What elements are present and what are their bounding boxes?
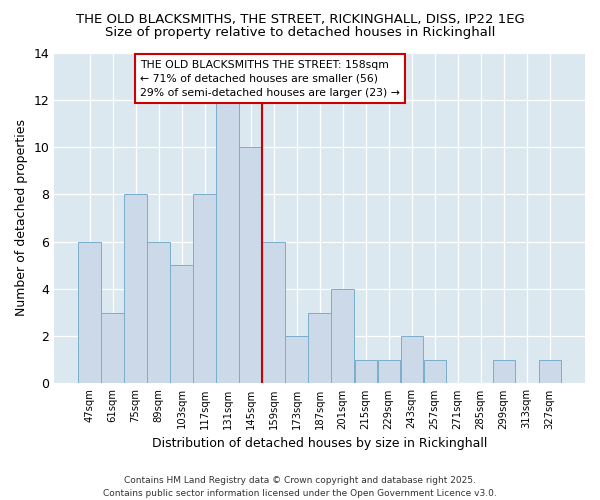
Bar	[377, 360, 400, 384]
Bar	[262, 242, 285, 384]
Bar	[101, 312, 124, 384]
Text: Contains HM Land Registry data © Crown copyright and database right 2025.
Contai: Contains HM Land Registry data © Crown c…	[103, 476, 497, 498]
Y-axis label: Number of detached properties: Number of detached properties	[15, 120, 28, 316]
Bar	[331, 289, 354, 384]
Bar	[193, 194, 216, 384]
Text: THE OLD BLACKSMITHS, THE STREET, RICKINGHALL, DISS, IP22 1EG: THE OLD BLACKSMITHS, THE STREET, RICKING…	[76, 12, 524, 26]
Bar	[124, 194, 147, 384]
Bar	[239, 147, 262, 384]
Text: Size of property relative to detached houses in Rickinghall: Size of property relative to detached ho…	[105, 26, 495, 39]
Bar	[170, 265, 193, 384]
Bar	[286, 336, 308, 384]
Bar	[401, 336, 423, 384]
Bar	[493, 360, 515, 384]
Text: THE OLD BLACKSMITHS THE STREET: 158sqm
← 71% of detached houses are smaller (56): THE OLD BLACKSMITHS THE STREET: 158sqm ←…	[140, 60, 400, 98]
Bar	[148, 242, 170, 384]
X-axis label: Distribution of detached houses by size in Rickinghall: Distribution of detached houses by size …	[152, 437, 487, 450]
Bar	[217, 100, 239, 384]
Bar	[308, 312, 331, 384]
Bar	[424, 360, 446, 384]
Bar	[79, 242, 101, 384]
Bar	[539, 360, 561, 384]
Bar	[355, 360, 377, 384]
